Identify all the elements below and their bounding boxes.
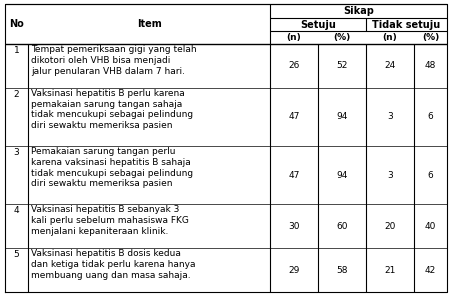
Text: 29: 29 (288, 266, 299, 275)
Text: Setuju: Setuju (300, 20, 336, 30)
Text: Vaksinasi hepatitis B perlu karena
pemakaian sarung tangan sahaja
tidak mencukup: Vaksinasi hepatitis B perlu karena pemak… (31, 89, 193, 130)
Text: Item: Item (137, 19, 161, 29)
Text: Vaksinasi hepatitis B sebanyak 3
kali perlu sebelum mahasiswa FKG
menjalani kepa: Vaksinasi hepatitis B sebanyak 3 kali pe… (31, 205, 189, 236)
Text: (%): (%) (333, 33, 350, 42)
Text: 47: 47 (288, 171, 299, 180)
Text: Pemakaian sarung tangan perlu
karena vaksinasi hepatitis B sahaja
tidak mencukup: Pemakaian sarung tangan perlu karena vak… (31, 147, 193, 188)
Text: 21: 21 (384, 266, 396, 275)
Text: 52: 52 (336, 61, 348, 70)
Text: 58: 58 (336, 266, 348, 275)
Text: 24: 24 (384, 61, 396, 70)
Text: Sikap: Sikap (343, 6, 374, 16)
Text: 3: 3 (387, 112, 393, 121)
Text: 42: 42 (425, 266, 436, 275)
Text: 6: 6 (428, 171, 433, 180)
Text: 4: 4 (14, 207, 19, 215)
Text: (%): (%) (422, 33, 439, 42)
Text: 30: 30 (288, 222, 300, 231)
Text: Tidak setuju: Tidak setuju (373, 20, 441, 30)
Text: 5: 5 (14, 250, 19, 259)
Text: 6: 6 (428, 112, 433, 121)
Text: (n): (n) (382, 33, 397, 42)
Text: No: No (9, 19, 24, 29)
Text: Tempat pemeriksaan gigi yang telah
dikotori oleh VHB bisa menjadi
jalur penulara: Tempat pemeriksaan gigi yang telah dikot… (31, 45, 197, 75)
Text: 2: 2 (14, 90, 19, 99)
Text: 40: 40 (425, 222, 436, 231)
Text: 3: 3 (14, 148, 19, 157)
Text: 94: 94 (336, 112, 348, 121)
Text: 48: 48 (425, 61, 436, 70)
Text: Vaksinasi hepatitis B dosis kedua
dan ketiga tidak perlu karena hanya
membuang u: Vaksinasi hepatitis B dosis kedua dan ke… (31, 249, 195, 280)
Text: 3: 3 (387, 171, 393, 180)
Text: 47: 47 (288, 112, 299, 121)
Text: (n): (n) (287, 33, 301, 42)
Text: 20: 20 (384, 222, 396, 231)
Text: 94: 94 (336, 171, 348, 180)
Text: 26: 26 (288, 61, 299, 70)
Text: 60: 60 (336, 222, 348, 231)
Text: 1: 1 (14, 46, 19, 55)
